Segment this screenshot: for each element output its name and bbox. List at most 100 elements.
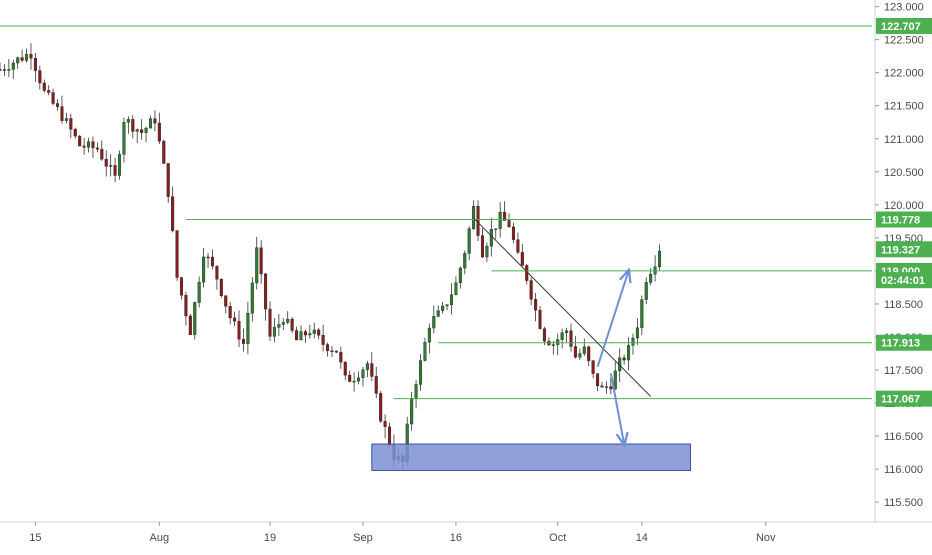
candle-body bbox=[485, 245, 489, 258]
candle-body bbox=[210, 256, 214, 267]
candle-body bbox=[472, 206, 476, 229]
candle-body bbox=[441, 305, 445, 311]
demand-zone bbox=[371, 443, 692, 471]
candle-body bbox=[295, 330, 299, 341]
candle-body bbox=[7, 69, 11, 71]
price-labels-layer: 122.707119.778117.913117.067119.000119.3… bbox=[876, 17, 932, 407]
candle-body bbox=[361, 369, 365, 379]
candle-body bbox=[91, 141, 95, 149]
candle-body bbox=[326, 344, 330, 351]
candle-body bbox=[135, 129, 139, 132]
candle-body bbox=[489, 229, 493, 247]
candle-body bbox=[538, 309, 542, 329]
price-tick-label: 117.500 bbox=[884, 365, 923, 377]
candle-body bbox=[339, 352, 343, 363]
candle-body bbox=[171, 196, 175, 231]
candle-body bbox=[241, 339, 245, 344]
candle-body bbox=[387, 426, 392, 446]
candle-body bbox=[418, 360, 423, 385]
price-label-box bbox=[876, 241, 932, 258]
candle-body bbox=[131, 119, 135, 132]
candle-body bbox=[166, 163, 170, 197]
price-label-box bbox=[876, 211, 932, 228]
candle-body bbox=[631, 337, 635, 346]
candle-body bbox=[348, 374, 352, 382]
drawings-layer bbox=[371, 217, 692, 471]
candle-body bbox=[277, 324, 281, 328]
candle-body bbox=[237, 320, 241, 340]
candle-body bbox=[188, 315, 192, 335]
candle-body bbox=[47, 90, 51, 93]
candle-body bbox=[122, 122, 126, 155]
candle-body bbox=[423, 342, 427, 361]
candle-body bbox=[20, 57, 24, 61]
candle-body bbox=[454, 282, 458, 295]
candle-body bbox=[126, 119, 130, 123]
candle-body bbox=[95, 147, 99, 150]
candle-body bbox=[224, 295, 228, 307]
candle-body bbox=[467, 228, 471, 254]
candle-body bbox=[117, 154, 122, 176]
price-label-text: 117.913 bbox=[881, 338, 920, 350]
candle-body bbox=[60, 106, 64, 121]
price-label-box bbox=[876, 390, 932, 407]
candle-body bbox=[622, 357, 626, 361]
candle-body bbox=[511, 226, 515, 240]
candle-body bbox=[565, 330, 569, 333]
candle-body bbox=[42, 82, 46, 91]
candle-body bbox=[649, 273, 653, 283]
time-tick-label: Sep bbox=[353, 532, 373, 544]
candle-body bbox=[635, 327, 639, 339]
candle-body bbox=[206, 256, 210, 259]
candle-body bbox=[427, 327, 431, 343]
time-tick-label: 15 bbox=[29, 532, 41, 544]
price-tick-label: 123.000 bbox=[884, 2, 924, 14]
candle-body bbox=[582, 346, 586, 354]
candle-body bbox=[551, 344, 555, 346]
price-label-text: 02:44:01 bbox=[881, 275, 925, 287]
time-tick-label: 14 bbox=[636, 532, 648, 544]
price-label-box bbox=[876, 17, 932, 34]
candle-body bbox=[144, 127, 148, 133]
candle-body bbox=[458, 267, 462, 283]
candle-body bbox=[299, 331, 303, 341]
time-tick-label: 16 bbox=[450, 532, 462, 544]
candle-body bbox=[600, 385, 604, 388]
candle-body bbox=[658, 250, 662, 268]
candle-body bbox=[38, 70, 42, 84]
candle-body bbox=[308, 333, 312, 336]
candle-body bbox=[436, 310, 440, 317]
price-tick-label: 121.000 bbox=[884, 134, 924, 146]
candle-body bbox=[104, 159, 108, 167]
candle-body bbox=[529, 280, 533, 300]
candle-body bbox=[162, 141, 166, 164]
price-label-box bbox=[876, 334, 932, 351]
candle-body bbox=[432, 316, 436, 329]
time-axis[interactable]: 15 Aug 19 Sep 16 Oct 14 Nov bbox=[29, 522, 776, 544]
trendline bbox=[473, 217, 652, 397]
candle-body bbox=[374, 376, 378, 394]
candle-body bbox=[573, 346, 577, 358]
candle-body bbox=[321, 335, 325, 345]
candle-body bbox=[494, 228, 498, 230]
price-tick-label: 118.500 bbox=[884, 299, 923, 311]
candle-body bbox=[109, 165, 113, 167]
candle-body bbox=[330, 350, 334, 352]
candle-body bbox=[246, 313, 250, 344]
candle-body bbox=[268, 308, 272, 337]
candle-body bbox=[197, 281, 201, 303]
candle-body bbox=[86, 141, 91, 148]
candle-body bbox=[184, 295, 188, 317]
candle-body bbox=[507, 220, 511, 228]
time-tick-label: Nov bbox=[756, 532, 776, 544]
candle-body bbox=[202, 256, 206, 283]
candle-body bbox=[264, 273, 268, 310]
price-tick-label: 115.500 bbox=[884, 497, 923, 509]
candle-body bbox=[100, 149, 104, 160]
candle-body bbox=[286, 318, 290, 323]
candle-body bbox=[69, 118, 73, 130]
price-tick-label: 120.500 bbox=[884, 167, 924, 179]
price-tick-label: 116.500 bbox=[884, 431, 923, 443]
